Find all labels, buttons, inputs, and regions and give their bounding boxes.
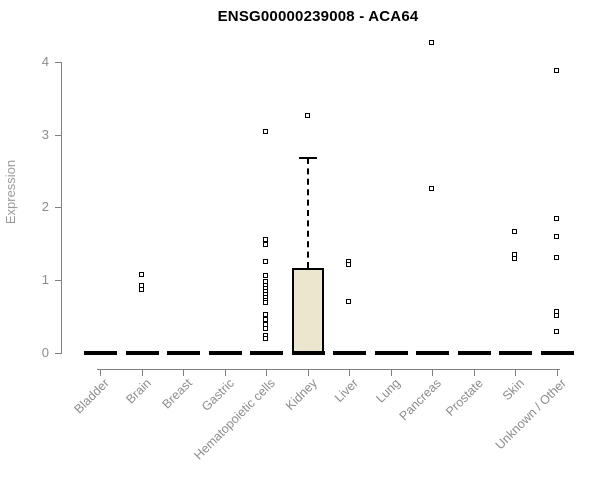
boxplot-median (457, 351, 491, 355)
y-tick (55, 207, 61, 209)
outlier-point (263, 336, 269, 342)
boxplot-median (208, 351, 242, 355)
boxplot-median (250, 351, 284, 355)
outlier-point (553, 312, 559, 318)
boxplot-median (291, 351, 325, 355)
outlier-point (553, 68, 559, 74)
outlier-point (553, 233, 559, 239)
outlier-point (263, 317, 269, 323)
outlier-point (263, 272, 269, 278)
outlier-point (304, 113, 310, 119)
y-tick (55, 134, 61, 136)
outlier-point (263, 300, 269, 306)
boxplot-median (167, 351, 201, 355)
x-tick (473, 370, 475, 376)
chart-title: ENSG00000239008 - ACA64 (217, 8, 419, 25)
x-tick (556, 370, 558, 376)
outlier-point (429, 39, 435, 45)
x-tick (266, 370, 268, 376)
outlier-point (263, 237, 269, 243)
outlier-point (346, 299, 352, 305)
boxplot-median (84, 351, 117, 355)
y-tick (55, 280, 61, 282)
outlier-point (553, 328, 559, 334)
outlier-point (553, 216, 559, 222)
outlier-point (263, 312, 269, 318)
x-tick (432, 370, 434, 376)
outlier-point (263, 325, 269, 331)
outlier-point (138, 272, 144, 278)
boxplot-median (333, 351, 367, 355)
y-tick-label: 3 (41, 126, 49, 142)
boxplot-whisker (306, 157, 309, 268)
x-tick (307, 370, 309, 376)
x-tick (515, 370, 517, 376)
outlier-point (553, 254, 559, 260)
outlier-point (263, 259, 269, 264)
boxplot-median (540, 351, 574, 355)
x-tick (390, 370, 392, 376)
y-tick-label: 1 (41, 272, 49, 288)
outlier-point (512, 256, 518, 262)
x-tick (224, 370, 226, 376)
boxplot-box (291, 267, 324, 353)
outlier-point (263, 242, 269, 248)
boxplot-median (374, 351, 408, 355)
y-tick (55, 61, 61, 63)
boxplot-whisker-cap (298, 156, 317, 159)
outlier-point (346, 261, 352, 267)
x-tick (183, 370, 185, 376)
y-tick (55, 353, 61, 354)
x-tick (349, 370, 351, 376)
x-axis-line (97, 369, 560, 370)
y-tick-label: 4 (41, 53, 49, 69)
x-tick (100, 370, 101, 376)
y-tick-label: 2 (41, 199, 49, 215)
outlier-point (138, 286, 144, 292)
outlier-point (512, 229, 518, 235)
boxplot-median (416, 351, 450, 355)
boxplot-median (499, 351, 533, 355)
boxplot-median (125, 351, 159, 355)
y-tick-label: 0 (41, 345, 49, 360)
x-tick (141, 370, 143, 376)
outlier-point (263, 129, 269, 135)
outlier-point (429, 186, 435, 192)
y-axis-line (61, 62, 62, 354)
